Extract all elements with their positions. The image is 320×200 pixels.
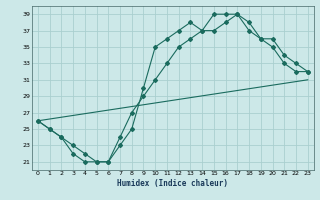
X-axis label: Humidex (Indice chaleur): Humidex (Indice chaleur) xyxy=(117,179,228,188)
